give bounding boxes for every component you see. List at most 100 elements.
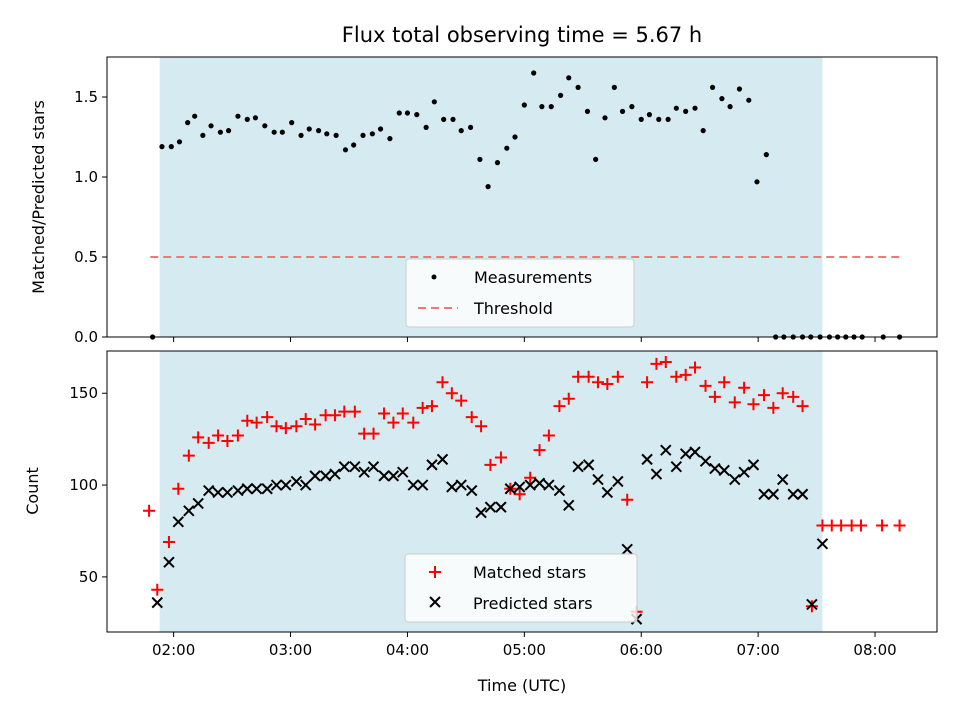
predicted-star-point	[241, 483, 253, 495]
measurement-point	[656, 116, 662, 122]
predicted-star-point	[309, 470, 321, 482]
matched-star-point	[747, 398, 760, 411]
measurement-point	[414, 112, 420, 118]
predicted-star-point	[796, 488, 809, 500]
predicted-star-point	[689, 446, 701, 458]
measurement-point	[494, 160, 501, 166]
matched-star-point	[455, 394, 468, 407]
predicted-star-point	[787, 488, 799, 500]
measurement-point	[593, 156, 599, 162]
matched-star-point	[805, 600, 818, 613]
matched-stars-points	[143, 356, 906, 618]
matched-star-point	[553, 400, 566, 413]
matched-star-point	[396, 407, 409, 420]
legend-marker-predicted	[429, 596, 441, 608]
predicted-star-point	[660, 444, 672, 456]
measurement-point	[557, 92, 564, 98]
predicted-star-point	[163, 556, 175, 568]
predicted-star-point	[329, 468, 341, 480]
matched-star-point	[338, 405, 351, 418]
measurement-point	[477, 156, 483, 162]
predicted-star-point	[641, 453, 653, 466]
measurement-point	[324, 131, 330, 137]
measurement-point	[504, 145, 510, 151]
top-y-tick-label: 0.5	[74, 248, 98, 266]
predicted-star-point	[533, 477, 546, 489]
measurement-point	[763, 152, 769, 158]
predicted-star-point	[572, 460, 584, 473]
measurement-point	[584, 108, 591, 114]
matched-star-point	[513, 488, 526, 501]
matched-star-point	[494, 451, 507, 464]
measurement-point	[168, 144, 174, 150]
x-tick-label: 03:00	[269, 641, 312, 659]
matched-star-point	[416, 401, 429, 414]
top-x-ticks	[173, 337, 876, 342]
matched-star-point	[738, 381, 751, 394]
measurement-point	[289, 120, 295, 126]
top-y-axis-label: Matched/Predicted stars	[29, 100, 48, 294]
matched-star-point	[728, 396, 741, 409]
predicted-star-point	[709, 462, 721, 475]
predicted-star-point	[592, 473, 604, 486]
matched-star-point	[876, 519, 889, 532]
matched-star-point	[387, 416, 400, 429]
predicted-star-point	[513, 481, 526, 493]
measurement-point	[387, 136, 393, 142]
measurement-point	[700, 128, 706, 134]
matched-star-point	[182, 449, 195, 462]
chart-title: Flux total observing time = 5.67 h	[342, 23, 702, 47]
matched-star-point	[787, 390, 800, 403]
matched-star-point	[572, 370, 585, 383]
predicted-star-point	[338, 460, 351, 473]
predicted-star-point	[747, 459, 760, 471]
matched-star-point	[270, 420, 283, 433]
predicted-star-point	[349, 460, 361, 473]
matched-star-point	[484, 458, 497, 471]
matched-star-point	[465, 411, 478, 424]
matched-star-point	[162, 536, 175, 549]
predicted-star-point	[504, 483, 517, 495]
predicted-star-point	[601, 486, 614, 499]
legend-label-predicted: Predicted stars	[473, 594, 593, 613]
matched-star-point	[670, 370, 683, 383]
predicted-star-point	[670, 460, 683, 473]
matched-star-point	[221, 434, 234, 447]
top-y-tick-label: 1.5	[74, 88, 98, 106]
top-axes-frame	[106, 56, 938, 338]
matched-star-point	[611, 370, 624, 383]
top-y-tick-label: 1.0	[74, 168, 98, 186]
measurement-point	[271, 129, 277, 135]
predicted-star-point	[718, 464, 730, 477]
predicted-star-point	[172, 516, 185, 528]
legend-marker-matched	[429, 566, 441, 578]
matched-star-point	[475, 420, 488, 433]
measurement-point	[351, 142, 357, 148]
measurement-point	[298, 132, 304, 138]
matched-star-point	[328, 409, 341, 422]
predicted-star-point	[543, 479, 555, 491]
predicted-star-point	[758, 488, 770, 500]
predicted-star-point	[776, 473, 789, 486]
measurement-point	[539, 104, 545, 110]
matched-star-point	[290, 420, 303, 433]
measurement-point	[441, 116, 447, 122]
legend-label-matched: Matched stars	[473, 563, 586, 582]
measurement-point	[176, 139, 183, 145]
predicted-star-point	[426, 459, 438, 471]
matched-star-point	[407, 416, 420, 429]
measurement-point	[727, 104, 733, 110]
predicted-star-point	[455, 479, 467, 491]
predicted-star-point	[300, 479, 312, 491]
matched-star-point	[767, 401, 780, 414]
measurement-point	[450, 116, 456, 122]
predicted-star-point	[806, 598, 818, 611]
matched-star-point	[650, 357, 663, 370]
x-tick-label: 05:00	[503, 641, 546, 659]
predicted-star-point	[261, 483, 273, 495]
matched-star-point	[533, 444, 546, 457]
matched-star-point	[212, 429, 225, 442]
bottom-y-ticks: 50 100 150	[69, 384, 107, 586]
bottom-y-tick-label: 100	[69, 476, 98, 494]
matched-star-point	[893, 519, 906, 532]
